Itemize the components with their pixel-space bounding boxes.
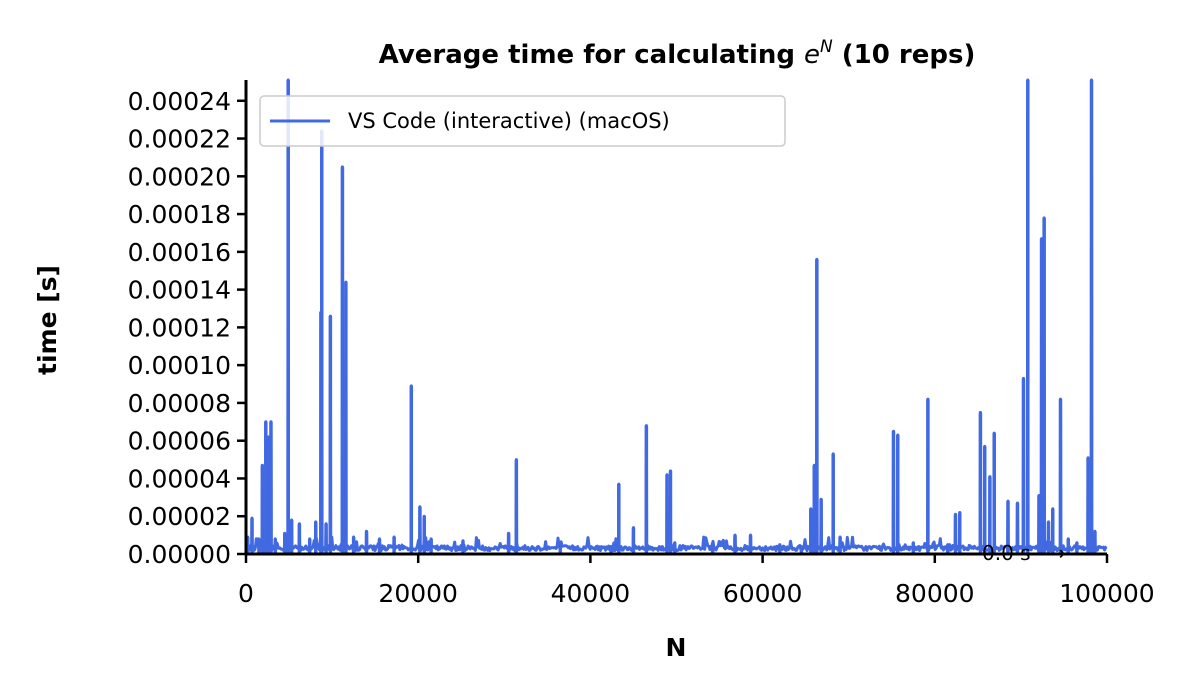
y-tick-label: 0.00024 xyxy=(128,87,231,116)
x-ticks: 0 20000 40000 60000 80000 100000 xyxy=(238,554,1155,608)
legend-label: VS Code (interactive) (macOS) xyxy=(348,109,670,133)
x-tick-label: 60000 xyxy=(723,579,803,608)
y-tick-label: 0.00000 xyxy=(128,540,231,569)
y-tick-label: 0.00022 xyxy=(128,125,231,154)
y-tick-label: 0.00018 xyxy=(128,200,231,229)
y-axis-title: time [s] xyxy=(33,265,62,375)
chart-title: Average time for calculating eN (10 reps… xyxy=(379,37,976,70)
x-tick-label: 20000 xyxy=(378,579,458,608)
title-base: e xyxy=(804,40,820,70)
title-exponent: N xyxy=(820,37,833,57)
y-tick-label: 0.00010 xyxy=(128,351,231,380)
y-ticks: 0.00000 0.00002 0.00004 0.00006 0.00008 0.000… xyxy=(128,87,246,569)
x-tick-label: 40000 xyxy=(551,579,631,608)
x-tick-label: 80000 xyxy=(895,579,975,608)
legend: VS Code (interactive) (macOS) xyxy=(259,95,786,147)
y-tick-label: 0.00012 xyxy=(128,313,231,342)
y-tick-label: 0.00016 xyxy=(128,238,231,267)
y-tick-label: 0.00004 xyxy=(128,464,231,493)
y-tick-label: 0.00020 xyxy=(128,162,231,191)
x-axis-title: N xyxy=(666,633,687,662)
y-tick-label: 0.00002 xyxy=(128,502,231,531)
y-tick-label: 0.00006 xyxy=(128,427,231,456)
title-suffix: (10 reps) xyxy=(833,40,976,70)
x-tick-label: 0 xyxy=(238,579,254,608)
series-layer xyxy=(245,78,1108,554)
y-tick-label: 0.00008 xyxy=(128,389,231,418)
legend-box xyxy=(259,95,786,147)
zero-annotation: 0.0 s ⟶ xyxy=(982,541,1066,565)
x-tick-label: 100000 xyxy=(1059,579,1154,608)
title-prefix: Average time for calculating xyxy=(379,40,804,70)
y-tick-label: 0.00014 xyxy=(128,276,231,305)
series-line xyxy=(245,78,1108,553)
